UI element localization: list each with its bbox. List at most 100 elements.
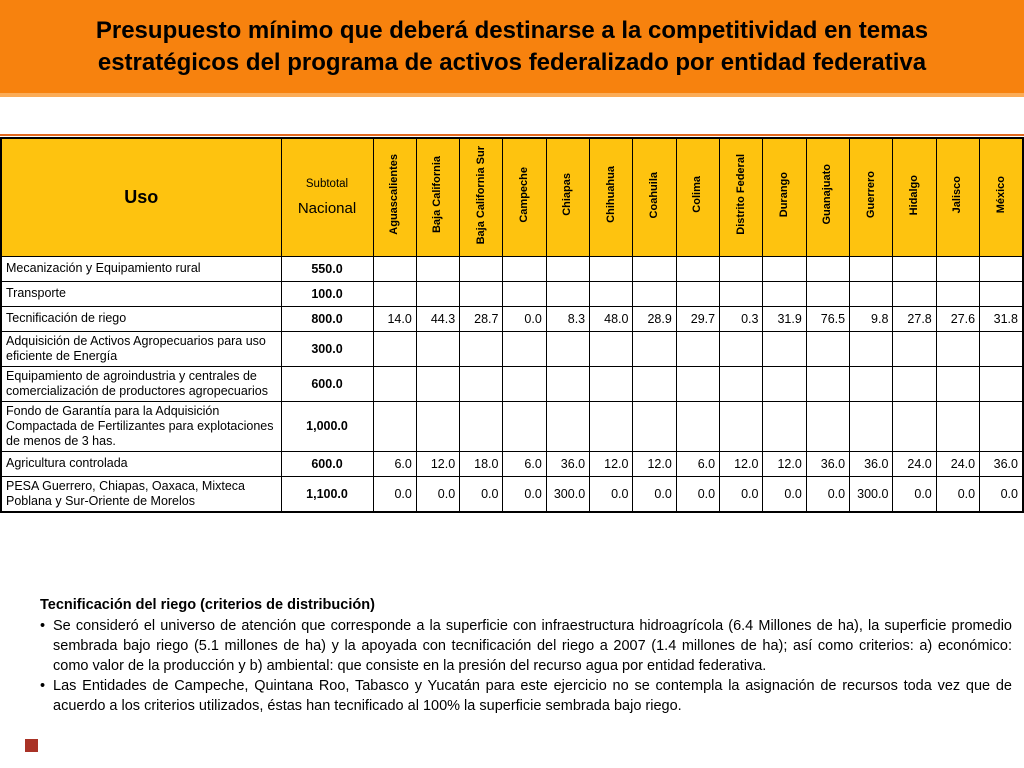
- row-state-value: 27.8: [892, 305, 937, 332]
- table-row: Equipamiento de agroindustria y centrale…: [0, 365, 1024, 402]
- row-state-value: 0.0: [979, 475, 1024, 512]
- footnote-text-1: Se consideró el universo de atención que…: [53, 618, 1012, 674]
- state-name-label: Guerrero: [864, 171, 877, 219]
- row-state-value: [415, 330, 461, 367]
- column-header-state: Distrito Federal: [719, 137, 764, 257]
- row-state-value: [805, 400, 851, 452]
- subtotal-header-top: Subtotal: [305, 177, 349, 190]
- row-state-value: [459, 400, 504, 452]
- state-name-label: Durango: [778, 172, 791, 218]
- table-body: Mecanización y Equipamiento rural 550.0 Tr…: [0, 255, 1024, 512]
- row-state-value: [372, 400, 417, 452]
- row-state-value: 44.3: [415, 305, 461, 332]
- footnote-bullet-1: • Se consideró el universo de atención q…: [40, 616, 1012, 676]
- row-state-value: [849, 365, 894, 402]
- row-state-value: 6.0: [372, 450, 417, 477]
- row-state-value: 0.0: [762, 475, 807, 512]
- state-name-label: Colima: [691, 176, 704, 214]
- row-state-value: 31.9: [762, 305, 807, 332]
- state-name-label: Baja California Sur: [474, 145, 487, 244]
- row-state-value: [719, 330, 764, 367]
- row-state-value: 0.0: [459, 475, 504, 512]
- row-state-value: [545, 400, 591, 452]
- row-state-value: [415, 400, 461, 452]
- row-state-value: [762, 330, 807, 367]
- row-state-value: 0.3: [719, 305, 764, 332]
- row-subtotal: 1,000.0: [280, 400, 374, 452]
- budget-table: Uso Subtotal Nacional Aguascalientes Baja…: [0, 137, 1024, 513]
- table-row: Adquisición de Activos Agropecuarios par…: [0, 330, 1024, 367]
- row-state-value: 36.0: [849, 450, 894, 477]
- row-state-value: [589, 280, 634, 307]
- row-state-value: 24.0: [935, 450, 981, 477]
- row-subtotal: 300.0: [280, 330, 374, 367]
- row-state-value: 0.0: [415, 475, 461, 512]
- row-state-value: 48.0: [589, 305, 634, 332]
- row-state-value: [502, 330, 547, 367]
- column-header-state: Chiapas: [545, 137, 591, 257]
- row-state-value: [849, 255, 894, 282]
- row-state-value: [892, 280, 937, 307]
- slide-title-line2: estratégicos del programa de activos fed…: [97, 48, 927, 76]
- row-subtotal: 600.0: [280, 365, 374, 402]
- row-state-value: [372, 330, 417, 367]
- row-state-value: [502, 365, 547, 402]
- row-state-value: [719, 400, 764, 452]
- row-state-value: 6.0: [502, 450, 547, 477]
- row-state-value: [545, 280, 591, 307]
- row-state-value: 12.0: [719, 450, 764, 477]
- table-row: Transporte 100.0: [0, 280, 1024, 307]
- column-header-state: Aguascalientes: [372, 137, 417, 257]
- row-state-value: [372, 280, 417, 307]
- slide-title-line1: Presupuesto mínimo que deberá destinarse…: [95, 16, 929, 44]
- row-state-value: 300.0: [545, 475, 591, 512]
- row-subtotal: 550.0: [280, 255, 374, 282]
- row-state-value: [589, 255, 634, 282]
- row-state-value: 18.0: [459, 450, 504, 477]
- table-row: Fondo de Garantía para la Adquisición Co…: [0, 400, 1024, 452]
- row-state-value: [502, 400, 547, 452]
- bullet-icon: •: [40, 678, 46, 694]
- footnote-text-2: Las Entidades de Campeche, Quintana Roo,…: [53, 678, 1012, 714]
- row-state-value: 76.5: [805, 305, 851, 332]
- slide-footer-marker: [25, 739, 38, 752]
- row-state-value: [979, 280, 1024, 307]
- row-state-value: [675, 400, 721, 452]
- row-label: Tecnificación de riego: [0, 305, 282, 332]
- bullet-icon: •: [40, 618, 46, 634]
- row-state-value: [589, 365, 634, 402]
- row-state-value: [719, 255, 764, 282]
- row-state-value: 8.3: [545, 305, 591, 332]
- column-header-state: México: [979, 137, 1024, 257]
- row-state-value: [979, 255, 1024, 282]
- row-state-value: 0.0: [502, 475, 547, 512]
- row-state-value: 12.0: [632, 450, 677, 477]
- row-state-value: [372, 365, 417, 402]
- row-state-value: [675, 330, 721, 367]
- row-state-value: 0.0: [372, 475, 417, 512]
- column-header-uso: Uso: [0, 137, 282, 257]
- column-header-state: Hidalgo: [892, 137, 937, 257]
- state-name-label: Chiapas: [561, 173, 574, 217]
- row-state-value: 0.0: [805, 475, 851, 512]
- row-state-value: [675, 280, 721, 307]
- row-state-value: [979, 365, 1024, 402]
- row-subtotal: 600.0: [280, 450, 374, 477]
- row-state-value: [805, 365, 851, 402]
- state-name-label: Jalisco: [951, 176, 964, 214]
- column-header-state: Colima: [675, 137, 721, 257]
- row-state-value: 0.0: [719, 475, 764, 512]
- row-state-value: [632, 400, 677, 452]
- row-state-value: [762, 400, 807, 452]
- state-name-label: México: [994, 176, 1007, 214]
- column-header-state: Durango: [762, 137, 807, 257]
- row-state-value: [719, 280, 764, 307]
- state-name-label: Baja California: [431, 156, 444, 234]
- row-state-value: 12.0: [762, 450, 807, 477]
- row-state-value: [935, 365, 981, 402]
- row-state-value: [849, 330, 894, 367]
- row-state-value: [415, 365, 461, 402]
- column-header-state: Guerrero: [849, 137, 894, 257]
- subtotal-header-bottom: Nacional: [297, 199, 357, 217]
